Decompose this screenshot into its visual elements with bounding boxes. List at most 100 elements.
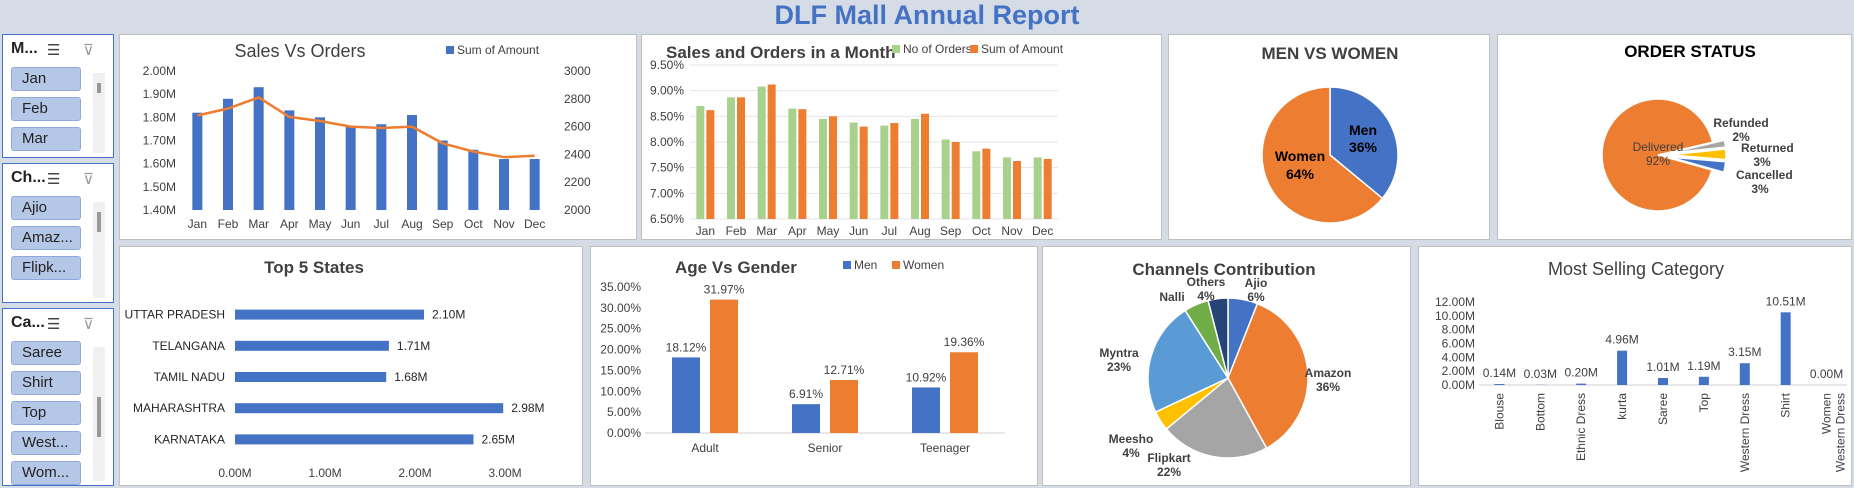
y-tick-label: 9.50% [650, 58, 684, 72]
slice-label: 23% [1107, 360, 1131, 374]
bar [192, 112, 203, 210]
y-tick-label: 5.00% [607, 405, 641, 419]
slice-label: 6% [1247, 290, 1265, 304]
y-tick-label: MAHARASHTRA [133, 401, 225, 415]
slicer-item[interactable]: Feb [11, 97, 81, 121]
x-tick-label: Jun [849, 224, 868, 238]
bar [1658, 378, 1668, 385]
y-tick-label: 1.60M [143, 157, 176, 171]
y-tick-label: 8.00% [650, 135, 684, 149]
clear-filter-icon[interactable]: ⊽ [83, 170, 94, 188]
multi-select-icon[interactable]: ☰ [47, 315, 61, 333]
data-label: 2.98M [511, 401, 544, 415]
bar [710, 299, 738, 433]
bar [911, 118, 919, 219]
bar [830, 379, 858, 433]
bar [1494, 384, 1505, 385]
slicer-2[interactable]: Ca... ☰ ⊽ Saree Shirt Top West... Wom... [2, 308, 114, 486]
data-label: 0.14M [1483, 366, 1516, 380]
x-tick-label: Apr [280, 217, 299, 231]
x-tick-label: Aug [401, 217, 422, 231]
slice-label: 3% [1751, 182, 1769, 196]
slicer-item[interactable]: Shirt [11, 371, 81, 395]
x-tick-label: Top [1697, 393, 1711, 413]
slice-label: 3% [1753, 155, 1771, 169]
slicer-item[interactable]: Jan [11, 67, 81, 91]
bar [757, 86, 766, 219]
y-tick-label: 1.40M [143, 203, 176, 217]
slicer-scroll-thumb[interactable] [97, 83, 101, 93]
slice-label: Cancelled [1736, 168, 1793, 182]
x-tick-label: Dec [524, 217, 545, 231]
slicer-item[interactable]: Saree [11, 341, 81, 365]
multi-select-icon[interactable]: ☰ [47, 170, 61, 188]
bar [529, 159, 540, 210]
x-tick-label: Oct [972, 224, 991, 238]
sales-vs-orders-chart: Sales Vs Orders Sum of Amount 1.40M 1.50M 1.… [143, 41, 591, 231]
slice-label: Nalli [1159, 290, 1184, 304]
bar [1043, 158, 1052, 219]
most-selling-category-panel: Most Selling Category 0.00M 2.00M 4.00M 6.00… [1418, 246, 1852, 486]
slicer-item[interactable]: Top [11, 401, 81, 425]
slicer-item[interactable]: Ajio [11, 196, 81, 220]
bar [727, 97, 735, 219]
bar [235, 403, 504, 414]
chart-title: Most Selling Category [1548, 259, 1724, 279]
data-label: 6.91% [789, 387, 823, 401]
chart-title: Sales Vs Orders [234, 41, 365, 61]
pie-slice [1261, 86, 1384, 224]
x-tick-label: Aug [909, 224, 930, 238]
orders-line [197, 96, 535, 159]
bar [468, 149, 479, 210]
pie-slice [1165, 376, 1268, 459]
slicer-item[interactable]: West... [11, 431, 81, 455]
bar [941, 139, 950, 219]
slice-label: Flipkart [1147, 451, 1190, 465]
legend-label: No of Orders [903, 42, 972, 56]
clear-filter-icon[interactable]: ⊽ [83, 315, 94, 333]
x-tick-label: Oct [464, 217, 483, 231]
slicer-scroll-thumb[interactable] [97, 212, 101, 232]
y-tick-label: 0.00M [1442, 378, 1475, 392]
data-label: 0.00M [1810, 367, 1843, 381]
bar [788, 108, 797, 219]
legend-swatch [843, 261, 851, 269]
y-tick-label: 2.00M [143, 64, 176, 78]
men-vs-women-panel: MEN VS WOMEN Men 36% Women 64% [1168, 34, 1490, 240]
slicer-1[interactable]: Ch... ☰ ⊽ Ajio Amaz... Flipk... [2, 163, 114, 303]
bar [407, 115, 417, 210]
y-tick-label: 2.00M [1442, 364, 1475, 378]
slicer-scrollbar[interactable] [93, 73, 105, 153]
chart-title: ORDER STATUS [1624, 42, 1756, 61]
slicer-item[interactable]: Amaz... [11, 226, 81, 250]
x-tick-label: Blouse [1492, 393, 1506, 430]
legend-label: Women [903, 258, 944, 272]
slicer-0[interactable]: M... ☰ ⊽ Jan Feb Mar [2, 34, 114, 158]
slicer-scroll-thumb[interactable] [97, 397, 101, 437]
slicer-item[interactable]: Wom... [11, 461, 81, 485]
slicer-item[interactable]: Flipk... [11, 256, 81, 280]
x-tick-label: 2.00M [398, 466, 431, 480]
slicer-item[interactable]: Mar [11, 127, 81, 151]
x-tick-label: Western Dress [1834, 393, 1848, 472]
bar [859, 126, 868, 219]
multi-select-icon[interactable]: ☰ [47, 41, 61, 59]
y-tick-label: 1.80M [143, 110, 176, 124]
chart-title: MEN VS WOMEN [1262, 44, 1399, 63]
order-status-panel: ORDER STATUS Delivered 92% Refunded 2% Return… [1497, 34, 1852, 240]
bar [315, 117, 325, 210]
slicer-scrollbar[interactable] [93, 202, 105, 298]
data-label: 12.71% [824, 363, 865, 377]
y-tick-label: 0.00% [607, 426, 641, 440]
legend-swatch [892, 45, 900, 53]
sales-orders-month-chart: Sales and Orders in a Month No of Orders S… [650, 42, 1064, 238]
pie-slice [1669, 156, 1727, 174]
clear-filter-icon[interactable]: ⊽ [83, 41, 94, 59]
legend-label: Men [854, 258, 877, 272]
slice-label: 92% [1646, 154, 1670, 168]
channels-panel: Channels Contribution Ajio 6% Amazon 36% Flip… [1042, 246, 1411, 486]
slice-label: Women [1275, 148, 1325, 164]
y-tick-label: 6.50% [650, 212, 684, 226]
data-label: 18.12% [666, 340, 707, 354]
